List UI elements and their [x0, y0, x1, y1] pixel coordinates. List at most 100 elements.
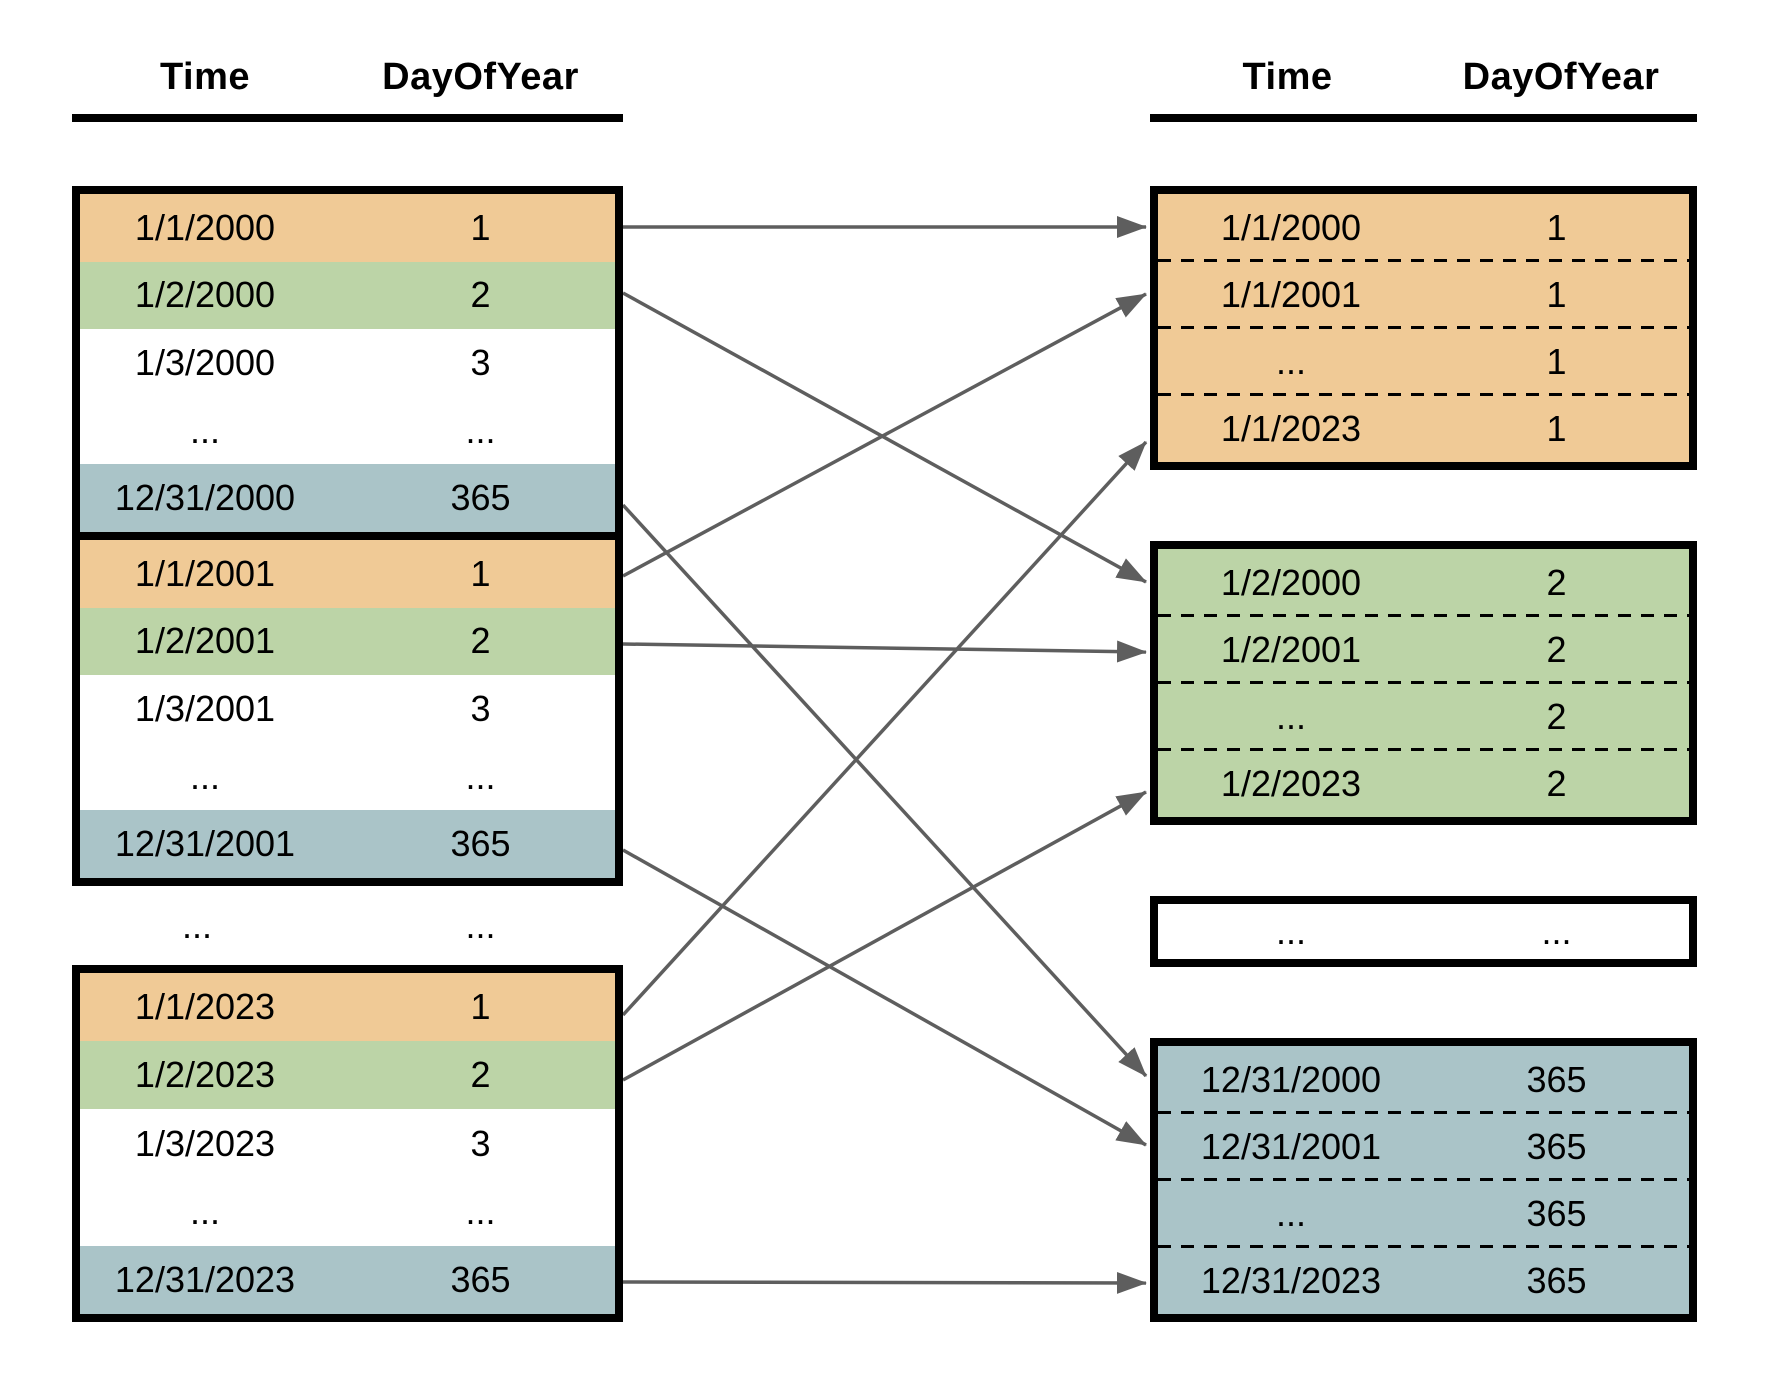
cell-day-of-year: 2: [470, 1054, 491, 1096]
table-row: 12/31/2001 365: [80, 810, 615, 878]
table-row-ellipsis: ... 1: [1158, 326, 1689, 395]
cell-time: 1/2/2001: [1220, 628, 1362, 670]
cell-day-of-year: 365: [1526, 1192, 1587, 1234]
cell-time: ...: [189, 409, 220, 451]
cell-time: 12/31/2001: [1200, 1125, 1382, 1167]
cell-day-of-year: 2: [1546, 695, 1567, 737]
mapping-arrow: [622, 1271, 1147, 1294]
cell-time: 1/3/2001: [134, 687, 276, 729]
left-header-day-of-year: DayOfYear: [382, 55, 579, 98]
cell-day-of-year: 2: [1546, 762, 1567, 804]
cell-day-of-year: ...: [465, 409, 496, 451]
mapping-arrow: [622, 640, 1147, 663]
cell-day-of-year: 3: [470, 341, 491, 383]
table-row: 1/1/2023 1: [80, 973, 615, 1042]
table-row: 1/2/2023 2: [80, 1041, 615, 1110]
cell-day-of-year: 2: [1546, 628, 1567, 670]
right-group-day365: 12/31/2000 365 12/31/2001 365 ... 365 12…: [1150, 1038, 1697, 1322]
table-row: 1/3/2023 3: [80, 1109, 615, 1178]
cell-day-of-year: 1: [1546, 273, 1567, 315]
right-header-time: Time: [1242, 55, 1333, 98]
mapping-arrow: [621, 503, 1148, 1078]
table-row: 1/1/2001 1: [80, 540, 615, 608]
cell-time: 1/2/2023: [134, 1054, 276, 1096]
cell-day-of-year: ...: [465, 755, 496, 797]
table-row: 1/2/2001 2: [1158, 614, 1689, 683]
mapping-arrow: [622, 848, 1147, 1147]
table-row: 1/1/2001 1: [1158, 259, 1689, 328]
cell-day-of-year: 365: [1526, 1259, 1587, 1301]
cell-day-of-year: 1: [470, 552, 491, 594]
table-row: 1/3/2001 3: [80, 675, 615, 743]
table-row: 1/2/2001 2: [80, 607, 615, 676]
table-row: 1/2/2023 2: [1158, 748, 1689, 817]
table-row: 1/1/2023 1: [1158, 393, 1689, 462]
cell-time: 12/31/2023: [1200, 1259, 1382, 1301]
table-row: 1/2/2000 2: [1158, 549, 1689, 616]
cell-day-of-year: 365: [450, 823, 511, 865]
cell-day-of-year: 3: [470, 1122, 491, 1164]
cell-time: 12/31/2001: [114, 823, 296, 865]
cell-time: 1/3/2000: [134, 341, 276, 383]
cell-day-of-year: 2: [1546, 561, 1567, 603]
table-row: 12/31/2001 365: [1158, 1111, 1689, 1180]
cell-time: ...: [181, 905, 212, 946]
cell-time: ...: [1275, 695, 1306, 737]
right-group-day2: 1/2/2000 2 1/2/2001 2 ... 2 1/2/2023 2: [1150, 541, 1697, 825]
cell-day-of-year: ...: [465, 1190, 496, 1232]
cell-time: ...: [1275, 340, 1306, 382]
table-row-ellipsis: ... 365: [1158, 1178, 1689, 1247]
table-row: 1/1/2000 1: [80, 194, 615, 262]
cell-day-of-year: 1: [1546, 407, 1567, 449]
cell-time: ...: [1275, 910, 1306, 952]
left-block-year-2023: 1/1/2023 1 1/2/2023 2 1/3/2023 3 ... ...…: [72, 965, 623, 1322]
cell-time: 1/1/2001: [134, 552, 276, 594]
left-gap-ellipsis-row: ... ...: [72, 890, 623, 962]
cell-day-of-year: 365: [450, 477, 511, 519]
cell-day-of-year: 1: [470, 206, 491, 248]
cell-day-of-year: ...: [1541, 910, 1572, 952]
table-row: 1/2/2000 2: [80, 261, 615, 330]
right-header-rule: [1150, 114, 1697, 122]
cell-time: 1/1/2023: [1220, 407, 1362, 449]
table-row: 12/31/2000 365: [80, 464, 615, 532]
cell-day-of-year: 1: [470, 986, 491, 1028]
cell-day-of-year: ...: [465, 905, 496, 946]
cell-time: 1/1/2000: [1220, 206, 1362, 248]
table-row-ellipsis: ... ...: [80, 742, 615, 811]
cell-time: 1/1/2000: [134, 206, 276, 248]
table-row-ellipsis: ... ...: [1158, 904, 1689, 959]
table-row-ellipsis: ... 2: [1158, 681, 1689, 750]
cell-time: 1/2/2000: [134, 274, 276, 316]
table-row-ellipsis: ... ...: [80, 396, 615, 465]
cell-time: 1/1/2023: [134, 986, 276, 1028]
cell-day-of-year: 3: [470, 687, 491, 729]
cell-day-of-year: 365: [1526, 1058, 1587, 1100]
cell-time: 1/3/2023: [134, 1122, 276, 1164]
cell-day-of-year: 1: [1546, 206, 1567, 248]
cell-day-of-year: 365: [1526, 1125, 1587, 1167]
cell-day-of-year: 1: [1546, 340, 1567, 382]
cell-time: ...: [1275, 1192, 1306, 1234]
left-block-year-2001: 1/1/2001 1 1/2/2001 2 1/3/2001 3 ... ...…: [72, 532, 623, 886]
cell-day-of-year: 2: [470, 274, 491, 316]
mapping-arrow: [622, 291, 1147, 584]
right-group-day1: 1/1/2000 1 1/1/2001 1 ... 1 1/1/2023 1: [1150, 186, 1697, 470]
cell-time: 12/31/2000: [1200, 1058, 1382, 1100]
mapping-arrow: [621, 440, 1148, 1017]
cell-time: 1/1/2001: [1220, 273, 1362, 315]
table-row-ellipsis: ... ...: [80, 1177, 615, 1246]
cell-time: 1/2/2000: [1220, 561, 1362, 603]
table-row: 12/31/2023 365: [1158, 1245, 1689, 1314]
cell-day-of-year: 2: [470, 620, 491, 662]
table-row: 12/31/2000 365: [1158, 1046, 1689, 1113]
cell-time: ...: [189, 1190, 220, 1232]
cell-time: 1/2/2023: [1220, 762, 1362, 804]
right-header-day-of-year: DayOfYear: [1462, 55, 1660, 98]
left-header-rule: [72, 114, 623, 122]
cell-time: ...: [189, 755, 220, 797]
left-table-header: Time DayOfYear: [72, 52, 623, 102]
cell-time: 12/31/2000: [114, 477, 296, 519]
mapping-arrow: [622, 292, 1147, 578]
